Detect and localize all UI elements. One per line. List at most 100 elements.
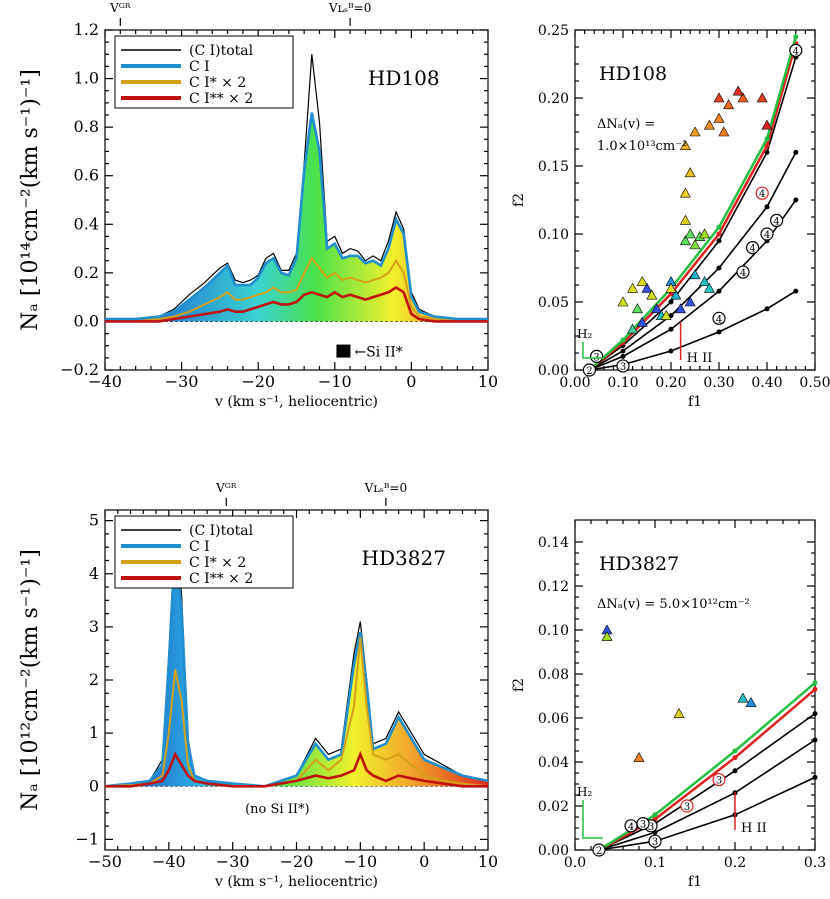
model-curve-dot [668, 326, 674, 332]
data-triangle [699, 228, 711, 239]
panel-title: HD3827 [599, 553, 679, 575]
curve-marker-number: 4 [793, 46, 799, 57]
curve-marker-circle [712, 772, 726, 787]
curve-marker-number: 4 [740, 268, 746, 279]
y-tick-label: 0.0 [74, 311, 99, 330]
data-triangle [631, 303, 643, 314]
curve-marker-circle [589, 349, 604, 363]
curve-marker-circle [592, 843, 606, 857]
h2-label: H₂ [577, 785, 592, 799]
y-tick-label: 0.15 [538, 159, 569, 175]
velocity-colored-fill [105, 112, 488, 322]
curve-marker-number: 4 [759, 189, 765, 200]
curve-marker-number: 4 [749, 244, 755, 255]
y-axis-label: Nₐ [10¹⁴cm⁻²(km s⁻¹)⁻¹] [18, 69, 43, 331]
curve-marker-number: 3 [640, 820, 646, 831]
data-triangle [617, 296, 629, 307]
y-tick-label: 0.02 [538, 799, 569, 815]
model-curve-dot [716, 238, 722, 244]
model-curve-dot [620, 348, 626, 354]
y-tick-label: 2 [89, 670, 99, 689]
delta-label: ΔNₐ(v) = 5.0×10¹²cm⁻² [597, 597, 750, 612]
y-tick-label: 1 [89, 723, 99, 742]
hii-label: H II [741, 821, 767, 836]
model-curve-dot [652, 812, 658, 818]
model-curve-dot [812, 711, 818, 717]
model-curve-red [598, 688, 816, 852]
curve-marker-circle [582, 363, 597, 377]
y-tick-label: −1 [75, 829, 99, 848]
model-curve-dot [812, 680, 818, 686]
x-tick-label: −20 [241, 372, 275, 391]
y-tick-label: 0.12 [538, 579, 569, 595]
data-triangle [627, 323, 639, 334]
data-triangle [703, 119, 715, 130]
data-triangle [761, 119, 773, 130]
x-tick-label: 0.2 [724, 855, 746, 871]
data-triangle [684, 167, 696, 178]
data-triangle [633, 751, 645, 762]
data-triangle [627, 282, 639, 293]
model-curve-dot [764, 306, 770, 312]
model-curve-dot [764, 143, 770, 149]
y-axis-label: f2 [511, 193, 527, 207]
data-triangle [679, 235, 691, 246]
top-marker-label-1: Vʟₛᴮ=0 [364, 481, 407, 495]
y-tick-label: 0.4 [74, 214, 99, 233]
curve-marker-number: 3 [620, 362, 626, 373]
data-triangle [689, 239, 701, 250]
model-curve-dot [812, 774, 818, 780]
data-triangle [756, 92, 768, 103]
annotation-text: (no Si II*) [245, 802, 309, 817]
y-tick-label: −0.2 [60, 360, 99, 379]
series-line-3 [105, 285, 488, 323]
model-curve-dot [716, 329, 722, 335]
legend-entry: C I** × 2 [189, 571, 253, 587]
model-curve-dot [793, 34, 799, 40]
x-tick-label: 0 [406, 372, 416, 391]
x-tick-label: −30 [216, 852, 250, 871]
curve-marker-number: 3 [648, 822, 654, 833]
model-curve-dot [668, 299, 674, 305]
y-tick-label: 0.14 [538, 535, 569, 551]
x-tick-label: −40 [88, 372, 122, 391]
x-tick-label: 0.30 [703, 375, 734, 391]
top-marker-label-0: Vᴳᴿ [109, 1, 131, 15]
curve-marker-number: 2 [596, 846, 602, 857]
series-line-1 [105, 112, 488, 321]
curve-marker-circle [769, 213, 784, 227]
y-tick-label: 0.00 [538, 363, 569, 379]
delta-label: ΔNₐ(v) = [597, 117, 655, 132]
velocity-colored-fill [105, 547, 488, 787]
si-ii-marker [336, 344, 351, 358]
series-line-0 [105, 54, 488, 320]
x-tick-label: −30 [165, 372, 199, 391]
panel-top-right: 0.00 0.10 0.20 0.30 0.40 0.50 0.00 0.05 0.10 0.15… [511, 23, 830, 410]
data-triangle [646, 289, 658, 300]
data-triangle [651, 303, 663, 314]
y-tick-label: 0 [89, 776, 99, 795]
curve-marker-number: 3 [684, 802, 690, 813]
y-tick-label: 3 [89, 617, 99, 636]
y-tick-label: 0.2 [74, 263, 99, 282]
data-triangle [660, 309, 672, 320]
curve-marker-number: 4 [628, 822, 634, 833]
x-tick-label: 10 [478, 852, 498, 871]
model-curve-dot [716, 231, 722, 237]
panel-title: HD108 [368, 66, 440, 90]
curve-marker-number: 3 [716, 776, 722, 787]
series-line-2 [105, 256, 488, 323]
data-triangle [679, 139, 691, 150]
x-tick-label: 0.10 [607, 375, 638, 391]
y-tick-label: 0.08 [538, 667, 569, 683]
model-curve-dot [764, 136, 770, 142]
model-curve-dot [620, 353, 626, 359]
series-line-2 [104, 637, 489, 788]
y-tick-label: 0.10 [538, 227, 569, 243]
y-tick-label: 0.10 [538, 623, 569, 639]
x-tick-label: −50 [88, 852, 122, 871]
curve-marker-number: 4 [773, 216, 779, 227]
h2-label: H₂ [577, 327, 592, 341]
